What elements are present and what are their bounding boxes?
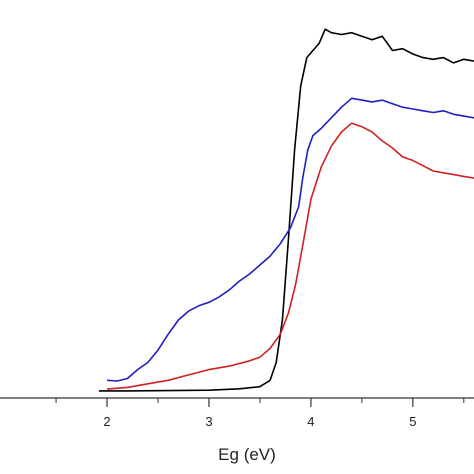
- x-tick-label: 2: [103, 414, 110, 429]
- x-tick-label: 3: [205, 414, 212, 429]
- plot-lines: [98, 28, 474, 392]
- series-line-3: [106, 122, 474, 390]
- x-tick-label: 5: [409, 414, 416, 429]
- x-axis-ticks: 2 3 4 5: [55, 398, 465, 429]
- x-tick-label: 4: [307, 414, 314, 429]
- series-line-1: [98, 28, 474, 392]
- x-axis-title: Eg (eV): [218, 445, 276, 464]
- series-line-2: [106, 97, 474, 382]
